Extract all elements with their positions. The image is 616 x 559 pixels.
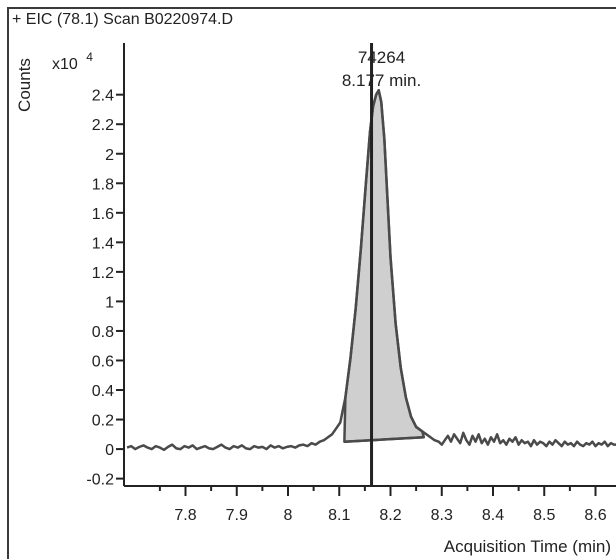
y-tick-label: 1.2 — [92, 265, 114, 282]
x-tick-label: 8.4 — [482, 507, 504, 524]
x-tick-label: 8 — [284, 507, 293, 524]
x-tick-label: 8.2 — [379, 507, 401, 524]
y-tick-label: 0.8 — [92, 324, 114, 341]
x-tick-label: 7.9 — [226, 507, 248, 524]
chart-title: + EIC (78.1) Scan B0220974.D — [12, 11, 233, 28]
y-axis-title: Counts — [15, 58, 34, 112]
x-tick-label: 8.3 — [431, 507, 453, 524]
x-tick-label: 8.6 — [584, 507, 606, 524]
y-tick-label: 2 — [105, 147, 114, 164]
y-tick-label: 1.4 — [92, 235, 114, 252]
series-trace — [126, 89, 616, 452]
y-tick-label: 1.6 — [92, 206, 114, 223]
x-axis-title: Acquisition Time (min) — [444, 537, 611, 556]
peak-baseline — [344, 436, 424, 443]
y-multiplier-base: x10 — [52, 56, 78, 73]
y-tick-label: 0.6 — [92, 353, 114, 370]
y-multiplier-exponent: 4 — [86, 50, 93, 64]
peak-annotation: 74264 8.177 min. — [342, 43, 421, 486]
y-tick-label: 0.4 — [92, 383, 114, 400]
y-tick-label: 0 — [105, 442, 114, 459]
peak-height-label: 74264 — [358, 48, 405, 67]
y-tick-label: 1.8 — [92, 176, 114, 193]
peak-time-label: 8.177 min. — [342, 71, 421, 90]
y-tick-label: -0.2 — [86, 472, 114, 489]
y-tick-label: 2.4 — [92, 88, 114, 105]
y-multiplier-label: x10 4 — [52, 50, 93, 73]
x-tick-label: 8.1 — [328, 507, 350, 524]
x-tick-label: 7.8 — [174, 507, 196, 524]
y-axis: -0.2 0 0.2 0.4 0.6 0.8 1 1.2 1.4 1.6 1.8 2 2.2 2.4 — [86, 43, 125, 489]
y-tick-label: 0.2 — [92, 413, 114, 430]
x-axis: 7.8 7.9 8 8.1 8.2 8.3 8.4 8.5 8.6 — [124, 485, 616, 524]
series-line — [126, 89, 616, 452]
plot-frame — [7, 7, 616, 559]
y-tick-label: 1 — [105, 294, 114, 311]
y-tick-label: 2.2 — [92, 117, 114, 134]
x-tick-label: 8.5 — [533, 507, 555, 524]
